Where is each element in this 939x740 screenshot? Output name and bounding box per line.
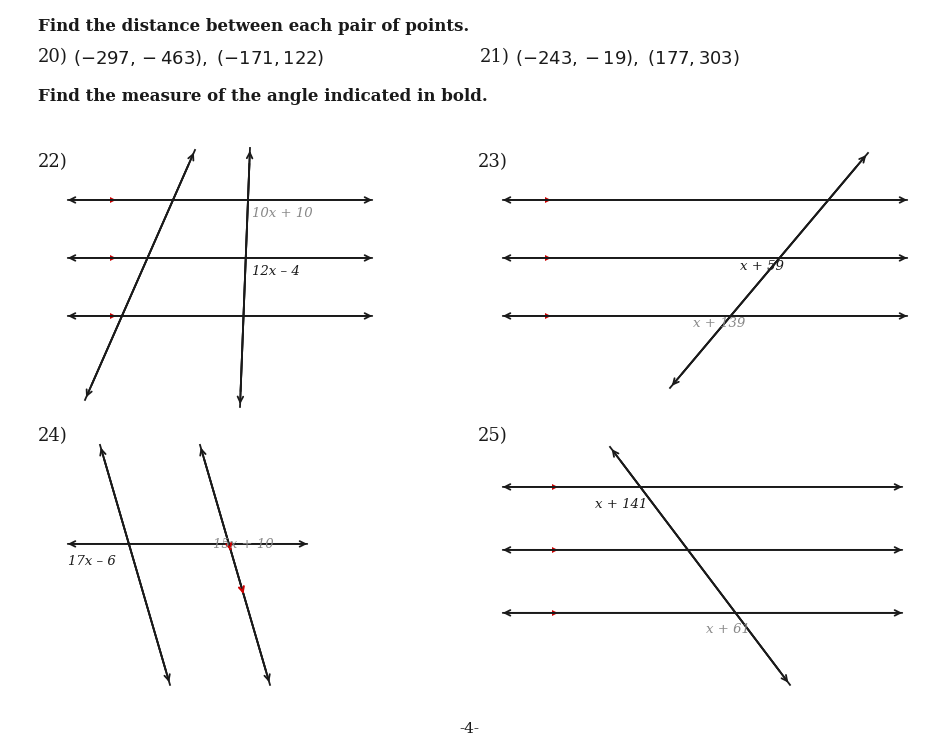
Text: 24): 24) [38, 427, 68, 445]
Text: $(-297, -463),\ (-171, 122)$: $(-297, -463),\ (-171, 122)$ [73, 48, 324, 68]
Text: 17x – 6: 17x – 6 [68, 555, 115, 568]
Text: -4-: -4- [459, 722, 479, 736]
Text: 15x + 10: 15x + 10 [213, 538, 273, 551]
Text: Find the measure of the angle indicated in bold.: Find the measure of the angle indicated … [38, 88, 487, 105]
Text: x + 139: x + 139 [693, 317, 746, 330]
Text: 23): 23) [478, 153, 508, 171]
Text: x + 59: x + 59 [740, 260, 784, 273]
Text: 20): 20) [38, 48, 68, 66]
Text: 22): 22) [38, 153, 68, 171]
Text: 12x – 4: 12x – 4 [252, 265, 300, 278]
Text: Find the distance between each pair of points.: Find the distance between each pair of p… [38, 18, 470, 35]
Text: x + 61: x + 61 [706, 623, 750, 636]
Text: 25): 25) [478, 427, 508, 445]
Text: 21): 21) [480, 48, 510, 66]
Text: 10x + 10: 10x + 10 [252, 207, 313, 220]
Text: $(-243, -19),\ (177, 303)$: $(-243, -19),\ (177, 303)$ [515, 48, 740, 68]
Text: x + 141: x + 141 [595, 498, 647, 511]
